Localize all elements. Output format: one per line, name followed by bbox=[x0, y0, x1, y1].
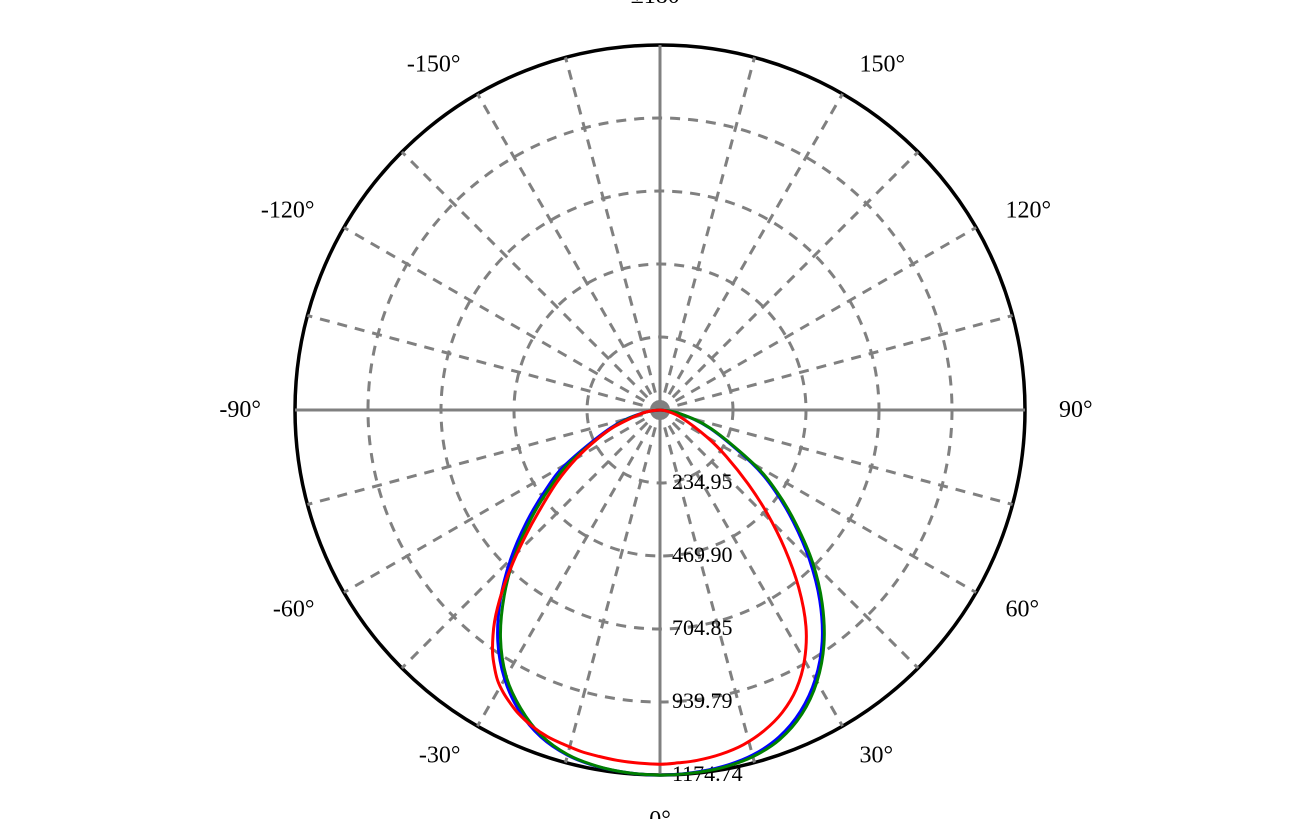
angle-label: 90° bbox=[1059, 397, 1093, 423]
grid-spoke bbox=[402, 152, 660, 410]
angle-label: 30° bbox=[860, 743, 894, 769]
angle-label: -120° bbox=[261, 198, 315, 224]
angle-label: -90° bbox=[219, 397, 261, 423]
polar-svg: 234.95469.90704.85939.791174.74±180°-150… bbox=[0, 0, 1302, 819]
grid-spoke bbox=[307, 316, 660, 410]
grid-spoke bbox=[566, 410, 660, 763]
grid-spoke bbox=[566, 57, 660, 410]
angle-label: -30° bbox=[419, 743, 461, 769]
angle-label: 120° bbox=[1006, 198, 1052, 224]
curve-red bbox=[492, 410, 806, 764]
grid-spoke bbox=[660, 152, 918, 410]
angle-label: -60° bbox=[273, 597, 315, 623]
grid-spoke bbox=[344, 410, 660, 593]
grid-spoke bbox=[660, 94, 843, 410]
angle-label: 150° bbox=[860, 51, 906, 77]
grid-spoke bbox=[344, 228, 660, 411]
grid-spoke bbox=[478, 94, 661, 410]
grid-spoke bbox=[660, 57, 754, 410]
radial-label: 939.79 bbox=[672, 688, 733, 713]
angle-label: 0° bbox=[649, 807, 671, 819]
radial-label: 234.95 bbox=[672, 469, 733, 494]
radial-label: 704.85 bbox=[672, 615, 733, 640]
grid-spoke bbox=[402, 410, 660, 668]
angle-label: ±180° bbox=[631, 0, 690, 9]
grid-spoke bbox=[307, 410, 660, 504]
angle-label: -150° bbox=[407, 51, 461, 77]
grid-spoke bbox=[660, 316, 1013, 410]
grid-spoke bbox=[660, 228, 976, 411]
angle-label: 60° bbox=[1006, 597, 1040, 623]
radial-label: 469.90 bbox=[672, 542, 733, 567]
polar-chart: 234.95469.90704.85939.791174.74±180°-150… bbox=[0, 0, 1302, 819]
